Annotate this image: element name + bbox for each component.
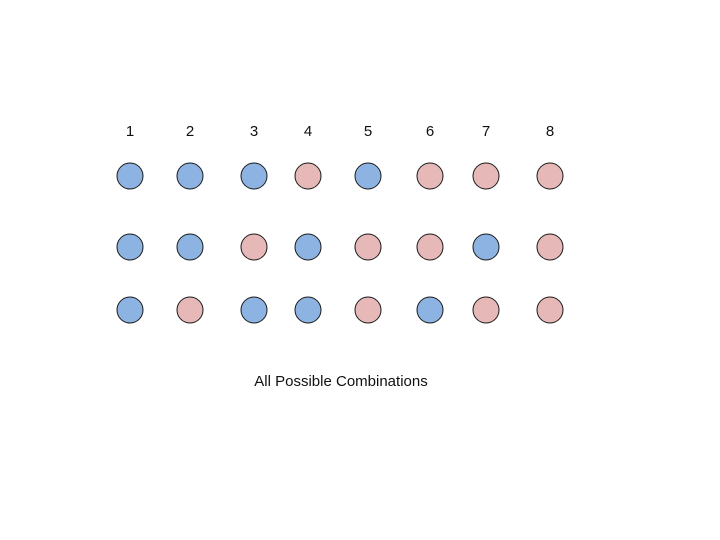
dot-row1-col8-pink — [536, 162, 564, 190]
dot-row3-col1-blue — [116, 296, 144, 324]
dot-row3-col5-pink — [354, 296, 382, 324]
dot-row2-col1-blue — [116, 233, 144, 261]
dot-row1-col3-blue — [240, 162, 268, 190]
dot-row2-col8-pink — [536, 233, 564, 261]
column-label-3: 3 — [249, 123, 259, 140]
column-label-2: 2 — [185, 123, 195, 140]
dot-row1-col5-blue — [354, 162, 382, 190]
dot-row2-col4-blue — [294, 233, 322, 261]
dot-row2-col3-pink — [240, 233, 268, 261]
dot-row1-col7-pink — [472, 162, 500, 190]
dot-row2-col5-pink — [354, 233, 382, 261]
dot-row3-col8-pink — [536, 296, 564, 324]
dot-row1-col4-pink — [294, 162, 322, 190]
dot-row3-col6-blue — [416, 296, 444, 324]
dot-row3-col7-pink — [472, 296, 500, 324]
column-label-7: 7 — [481, 123, 491, 140]
dot-row3-col3-blue — [240, 296, 268, 324]
column-label-5: 5 — [363, 123, 373, 140]
dot-row3-col4-blue — [294, 296, 322, 324]
dot-row1-col6-pink — [416, 162, 444, 190]
dot-row2-col7-blue — [472, 233, 500, 261]
dot-row2-col2-blue — [176, 233, 204, 261]
column-label-4: 4 — [303, 123, 313, 140]
diagram-caption: All Possible Combinations — [254, 373, 428, 390]
dot-row2-col6-pink — [416, 233, 444, 261]
column-label-1: 1 — [125, 123, 135, 140]
dot-row1-col1-blue — [116, 162, 144, 190]
column-label-6: 6 — [425, 123, 435, 140]
dot-row1-col2-blue — [176, 162, 204, 190]
column-label-8: 8 — [545, 123, 555, 140]
dot-row3-col2-pink — [176, 296, 204, 324]
